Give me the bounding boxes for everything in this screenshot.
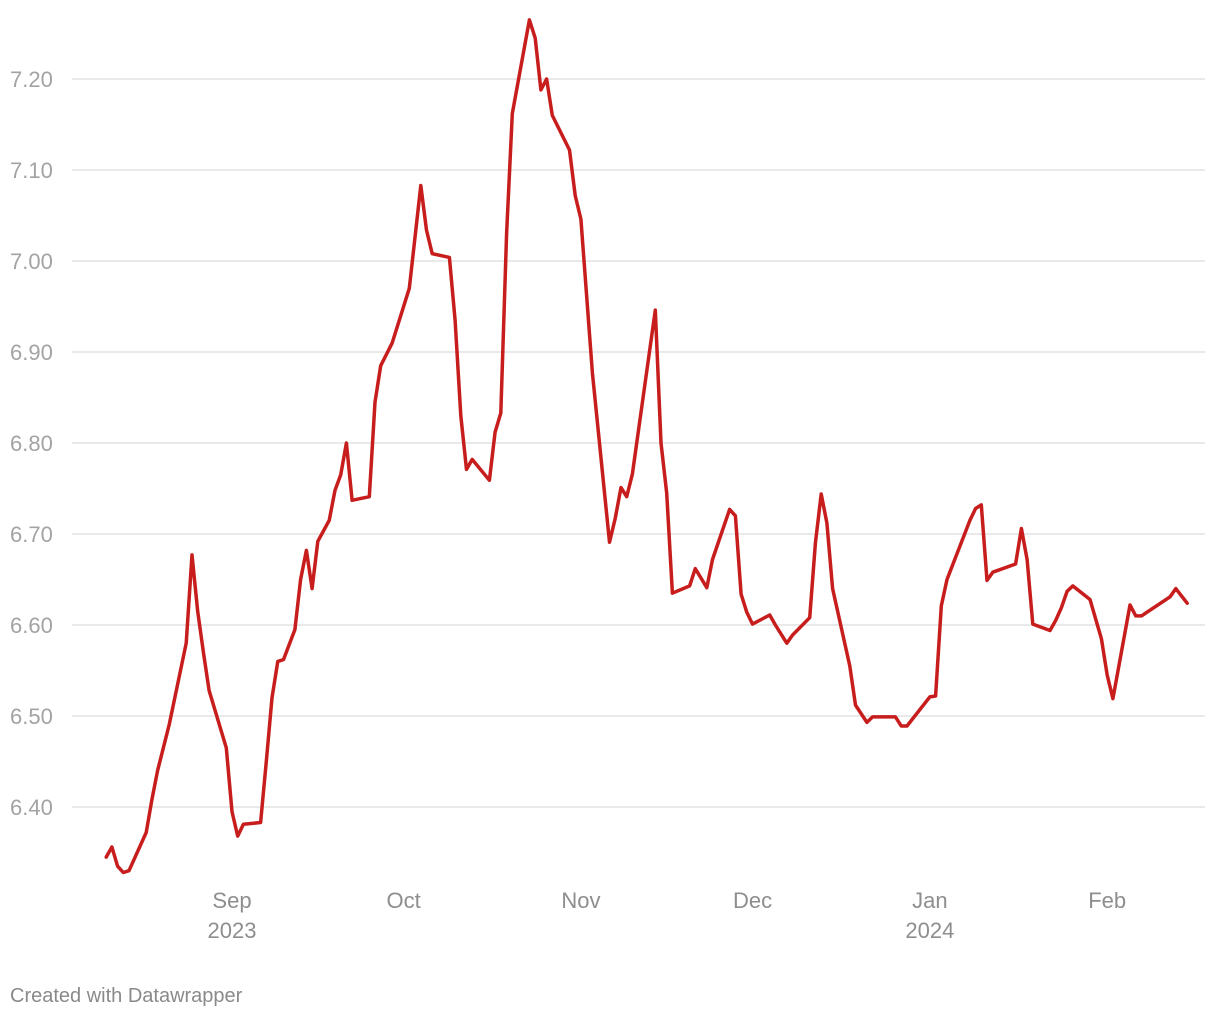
x-tick-label: Jan	[912, 888, 947, 913]
y-tick-label: 6.50	[10, 704, 53, 729]
footer-credit: Created with Datawrapper	[10, 985, 243, 1007]
y-tick-label: 6.40	[10, 795, 53, 820]
y-tick-label: 7.10	[10, 158, 53, 183]
x-tick-year-label: 2023	[208, 918, 257, 943]
x-tick-label: Feb	[1088, 888, 1126, 913]
x-axis: Sep 2023 Oct Nov Dec Jan 2024 Feb	[208, 888, 1127, 943]
x-tick-label: Nov	[561, 888, 600, 913]
y-tick-label: 7.00	[10, 249, 53, 274]
x-tick-label: Dec	[733, 888, 772, 913]
y-tick-label: 6.60	[10, 613, 53, 638]
x-tick-label: Sep	[212, 888, 251, 913]
y-tick-label: 6.80	[10, 431, 53, 456]
series-layer	[104, 18, 1189, 875]
series-line	[104, 18, 1189, 875]
y-tick-label: 6.90	[10, 340, 53, 365]
x-tick-year-label: 2024	[905, 918, 954, 943]
grid-lines	[72, 78, 1205, 808]
y-tick-label: 6.70	[10, 522, 53, 547]
y-tick-label: 7.20	[10, 67, 53, 92]
x-tick-label: Oct	[386, 888, 420, 913]
y-axis: 6.40 6.50 6.60 6.70 6.80 6.90 7.00 7.10 7.20	[10, 67, 53, 820]
